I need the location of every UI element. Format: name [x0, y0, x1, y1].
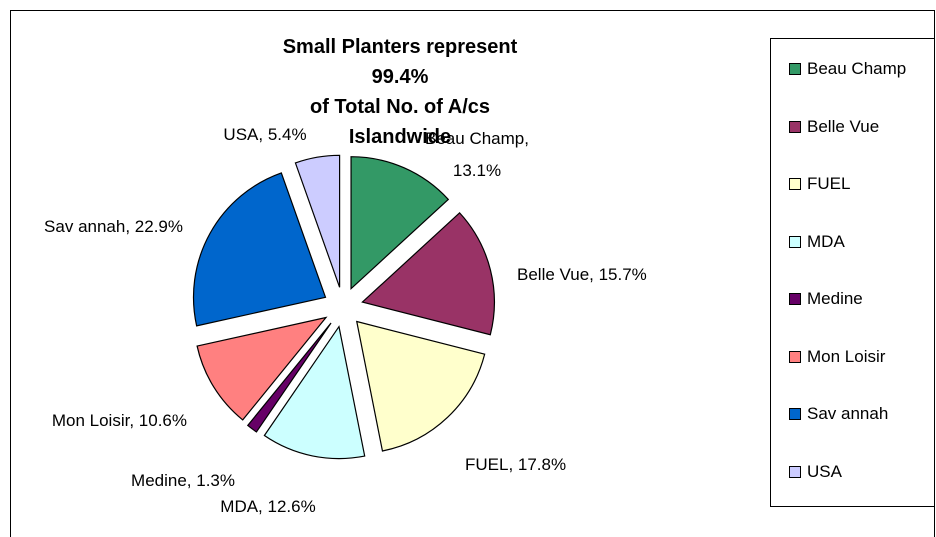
pie-slice-mda: [263, 325, 366, 460]
legend-item: FUEL: [789, 174, 850, 194]
legend-label: Mon Loisir: [807, 346, 886, 366]
legend-item: MDA: [789, 232, 845, 252]
legend-label: MDA: [807, 231, 845, 251]
data-label-usa: USA, 5.4%: [223, 125, 306, 144]
pie-slice-belle-vue: [361, 211, 495, 336]
legend-swatch: [789, 408, 801, 420]
legend-label: Sav annah: [807, 404, 889, 423]
data-label-beau-champ: Beau Champ,: [425, 129, 529, 148]
legend-swatch: [789, 350, 801, 363]
data-label-fuel: FUEL, 17.8%: [465, 455, 566, 474]
legend-swatch: [789, 178, 801, 190]
legend-item: Mon Loisir: [789, 347, 885, 367]
legend-item: Beau Champ: [789, 59, 906, 79]
legend-swatch: [789, 235, 801, 248]
pie-slice-usa: [294, 154, 341, 288]
legend-swatch: [789, 293, 801, 305]
pie-slice-savannah: [192, 172, 327, 327]
data-label-medine: Medine, 1.3%: [131, 471, 235, 490]
chart-title-line2: of Total No. of A/cs Islandwide: [310, 96, 490, 148]
chart-title-line1: Small Planters represent 99.4%: [282, 36, 518, 88]
data-label-savannah: Sav annah, 22.9%: [44, 217, 183, 236]
legend-label: USA: [807, 461, 842, 481]
legend-item: Belle Vue: [789, 117, 879, 137]
chart-title: Small Planters represent 99.4% of Total …: [280, 32, 520, 152]
legend-swatch: [789, 465, 801, 478]
legend-item: USA: [789, 462, 842, 482]
legend-item: Medine: [789, 289, 863, 309]
pie-slice-medine: [246, 322, 332, 433]
data-label-mda: MDA, 12.6%: [220, 497, 315, 516]
legend-label: Belle Vue: [807, 116, 880, 136]
data-label-belle-vue: Belle Vue, 15.7%: [517, 265, 647, 284]
legend-item: Sav annah: [789, 404, 888, 424]
legend: Beau Champ Belle Vue FUEL MDA Medine Mon Lois…: [770, 38, 935, 507]
pie-slice-fuel: [355, 320, 486, 452]
legend-swatch: [789, 63, 801, 75]
legend-label: Medine: [807, 289, 863, 308]
pie-slice-beau-champ: [350, 156, 450, 291]
data-label-mon-loisir: Mon Loisir, 10.6%: [52, 411, 187, 430]
legend-label: FUEL: [807, 174, 851, 193]
data-label-beau-champ-value: 13.1%: [453, 161, 501, 180]
pie-slice-mon-loisir: [196, 316, 328, 421]
legend-label: Beau Champ: [807, 59, 907, 78]
legend-swatch: [789, 120, 801, 133]
